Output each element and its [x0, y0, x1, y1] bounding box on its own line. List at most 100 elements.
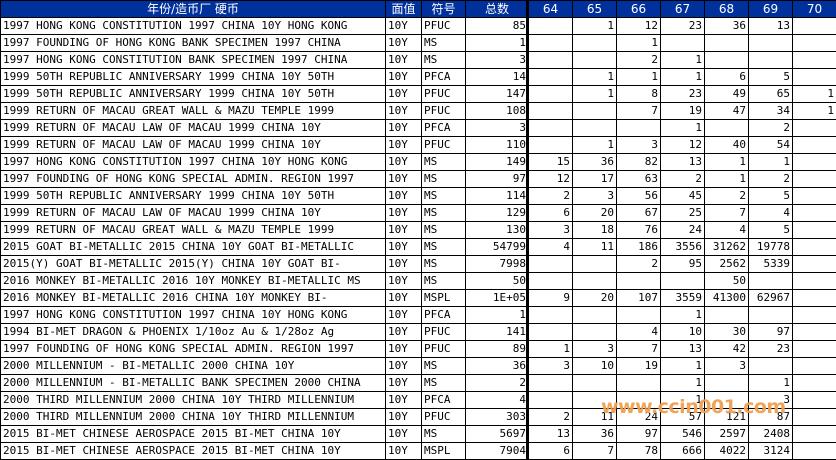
cell-grade-68[interactable]: 36 — [705, 18, 749, 35]
cell-coin-name[interactable]: 2000 MILLENNIUM - BI-METALLIC BANK SPECI… — [1, 375, 386, 392]
cell-sign[interactable]: MS — [422, 35, 466, 52]
cell-grade-66[interactable]: 76 — [617, 222, 661, 239]
cell-grade-67[interactable]: 1 — [661, 358, 705, 375]
cell-grade-65[interactable]: 1 — [573, 86, 617, 103]
cell-grade-66[interactable]: 3 — [617, 137, 661, 154]
cell-grade-65[interactable]: 36 — [573, 426, 617, 443]
cell-grade-67[interactable]: 12 — [661, 137, 705, 154]
cell-grade-66[interactable] — [617, 273, 661, 290]
cell-grade-65[interactable]: 1 — [573, 69, 617, 86]
cell-grade-64[interactable]: 3 — [529, 358, 573, 375]
cell-grade-67[interactable]: 10 — [661, 324, 705, 341]
cell-sign[interactable]: PFCA — [422, 307, 466, 324]
cell-coin-name[interactable]: 1997 HONG KONG CONSTITUTION 1997 CHINA 1… — [1, 18, 386, 35]
cell-grade-69[interactable]: 2 — [749, 171, 793, 188]
cell-sign[interactable]: MS — [422, 239, 466, 256]
cell-grade-65[interactable]: 36 — [573, 154, 617, 171]
cell-grade-66[interactable]: 1 — [617, 35, 661, 52]
cell-grade-64[interactable]: 6 — [529, 443, 573, 460]
cell-sign[interactable]: MS — [422, 256, 466, 273]
cell-grade-64[interactable] — [529, 86, 573, 103]
cell-coin-name[interactable]: 1997 FOUNDING OF HONG KONG BANK SPECIMEN… — [1, 35, 386, 52]
table-row[interactable]: 2015 GOAT BI-METALLIC 2015 CHINA 10Y GOA… — [1, 239, 836, 256]
cell-coin-name[interactable]: 1997 HONG KONG CONSTITUTION 1997 CHINA 1… — [1, 154, 386, 171]
cell-coin-name[interactable]: 2016 MONKEY BI-METALLIC 2016 CHINA 10Y M… — [1, 290, 386, 307]
cell-denomination[interactable]: 10Y — [386, 426, 422, 443]
cell-grade-68[interactable]: 30 — [705, 324, 749, 341]
cell-total[interactable]: 89 — [466, 341, 529, 358]
table-row[interactable]: 1999 RETURN OF MACAU LAW OF MACAU 1999 C… — [1, 120, 836, 137]
cell-grade-64[interactable] — [529, 137, 573, 154]
cell-total[interactable]: 4 — [466, 392, 529, 409]
cell-denomination[interactable]: 10Y — [386, 35, 422, 52]
cell-denomination[interactable]: 10Y — [386, 307, 422, 324]
cell-grade-64[interactable] — [529, 307, 573, 324]
cell-grade-70[interactable] — [793, 171, 836, 188]
cell-sign[interactable]: MS — [422, 205, 466, 222]
cell-sign[interactable]: MS — [422, 154, 466, 171]
cell-grade-65[interactable]: 10 — [573, 358, 617, 375]
cell-grade-66[interactable]: 82 — [617, 154, 661, 171]
cell-grade-66[interactable]: 19 — [617, 358, 661, 375]
cell-grade-68[interactable] — [705, 375, 749, 392]
cell-coin-name[interactable]: 1999 RETURN OF MACAU GREAT WALL & MAZU T… — [1, 222, 386, 239]
cell-grade-69[interactable]: 34 — [749, 103, 793, 120]
cell-grade-64[interactable] — [529, 69, 573, 86]
cell-sign[interactable]: MS — [422, 171, 466, 188]
cell-total[interactable]: 2 — [466, 375, 529, 392]
cell-grade-66[interactable] — [617, 307, 661, 324]
cell-grade-65[interactable]: 11 — [573, 409, 617, 426]
table-row[interactable]: 1999 50TH REPUBLIC ANNIVERSARY 1999 CHIN… — [1, 69, 836, 86]
cell-coin-name[interactable]: 1997 HONG KONG CONSTITUTION 1997 CHINA 1… — [1, 307, 386, 324]
cell-grade-64[interactable] — [529, 375, 573, 392]
cell-grade-66[interactable] — [617, 375, 661, 392]
cell-grade-67[interactable]: 13 — [661, 154, 705, 171]
cell-coin-name[interactable]: 2015 GOAT BI-METALLIC 2015 CHINA 10Y GOA… — [1, 239, 386, 256]
cell-total[interactable]: 3 — [466, 52, 529, 69]
cell-grade-67[interactable]: 45 — [661, 188, 705, 205]
cell-grade-64[interactable] — [529, 324, 573, 341]
column-header-coin[interactable]: 年份/造币厂 硬币 — [1, 1, 386, 18]
cell-grade-67[interactable]: 666 — [661, 443, 705, 460]
cell-grade-67[interactable]: 1 — [661, 307, 705, 324]
cell-grade-70[interactable] — [793, 443, 836, 460]
column-header-grade-69[interactable]: 69 — [749, 1, 793, 18]
cell-grade-70[interactable] — [793, 69, 836, 86]
cell-grade-66[interactable]: 24 — [617, 409, 661, 426]
cell-sign[interactable]: PFUC — [422, 103, 466, 120]
cell-grade-70[interactable] — [793, 18, 836, 35]
cell-grade-69[interactable]: 4 — [749, 205, 793, 222]
cell-denomination[interactable]: 10Y — [386, 222, 422, 239]
table-row[interactable]: 1999 RETURN OF MACAU LAW OF MACAU 1999 C… — [1, 205, 836, 222]
cell-sign[interactable]: MS — [422, 188, 466, 205]
cell-grade-64[interactable]: 13 — [529, 426, 573, 443]
cell-denomination[interactable]: 10Y — [386, 205, 422, 222]
cell-total[interactable]: 149 — [466, 154, 529, 171]
cell-sign[interactable]: MS — [422, 273, 466, 290]
cell-grade-70[interactable] — [793, 120, 836, 137]
cell-grade-70[interactable] — [793, 290, 836, 307]
table-row[interactable]: 1994 BI-MET DRAGON & PHOENIX 1/10oz Au &… — [1, 324, 836, 341]
cell-grade-67[interactable]: 546 — [661, 426, 705, 443]
cell-total[interactable]: 1 — [466, 307, 529, 324]
cell-denomination[interactable]: 10Y — [386, 18, 422, 35]
cell-grade-66[interactable]: 12 — [617, 18, 661, 35]
cell-grade-70[interactable] — [793, 307, 836, 324]
cell-denomination[interactable]: 10Y — [386, 358, 422, 375]
cell-grade-65[interactable]: 17 — [573, 171, 617, 188]
cell-grade-64[interactable] — [529, 392, 573, 409]
cell-grade-67[interactable]: 25 — [661, 205, 705, 222]
cell-coin-name[interactable]: 2015 BI-MET CHINESE AEROSPACE 2015 BI-ME… — [1, 443, 386, 460]
table-row[interactable]: 2000 MILLENNIUM - BI-METALLIC BANK SPECI… — [1, 375, 836, 392]
cell-grade-64[interactable]: 4 — [529, 239, 573, 256]
cell-grade-70[interactable]: 1 — [793, 86, 836, 103]
cell-grade-69[interactable]: 13 — [749, 18, 793, 35]
cell-grade-70[interactable] — [793, 52, 836, 69]
cell-grade-69[interactable]: 97 — [749, 324, 793, 341]
cell-coin-name[interactable]: 2015 BI-MET CHINESE AEROSPACE 2015 BI-ME… — [1, 426, 386, 443]
cell-grade-65[interactable]: 7 — [573, 443, 617, 460]
cell-grade-65[interactable] — [573, 324, 617, 341]
cell-coin-name[interactable]: 2015(Y) GOAT BI-METALLIC 2015(Y) CHINA 1… — [1, 256, 386, 273]
cell-grade-70[interactable] — [793, 426, 836, 443]
cell-grade-68[interactable] — [705, 120, 749, 137]
